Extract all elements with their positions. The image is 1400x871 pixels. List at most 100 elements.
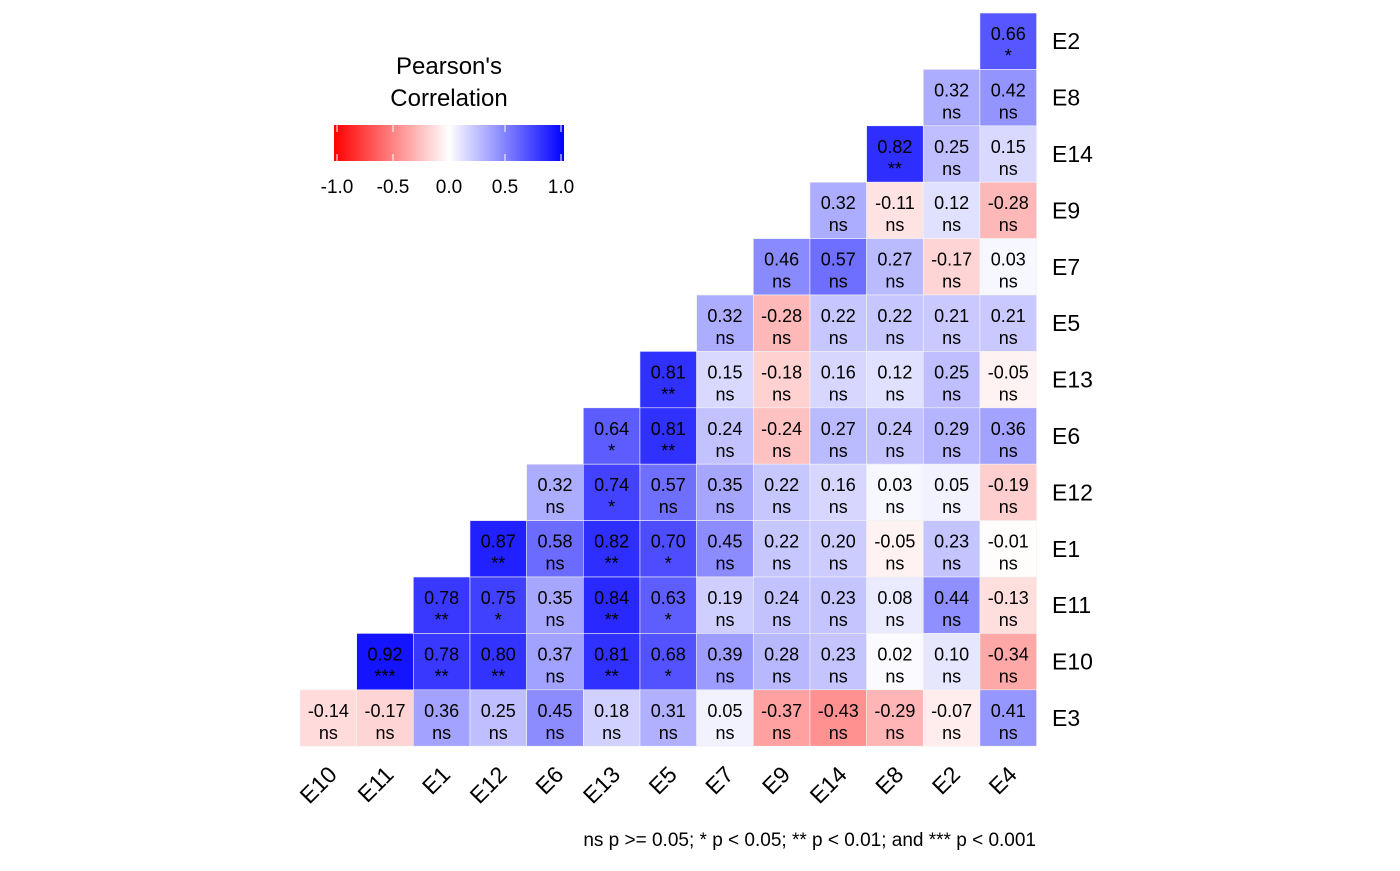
significance-footnote: ns p >= 0.05; * p < 0.05; ** p < 0.01; a… (583, 830, 1036, 851)
cell-significance-label: ns (999, 723, 1018, 743)
cell-significance-label: ns (999, 441, 1018, 461)
heatmap-cell: 0.82** (866, 125, 924, 183)
cell-significance-label: * (665, 610, 672, 630)
heatmap-cell-fill (866, 633, 924, 691)
x-tick-label: E5 (644, 761, 682, 799)
cell-correlation-value: -0.05 (988, 362, 1029, 382)
cell-correlation-value: 0.23 (821, 644, 856, 664)
cell-correlation-value: 0.57 (821, 250, 856, 270)
cell-significance-label: ns (772, 272, 791, 292)
cell-significance-label: ns (885, 554, 904, 574)
heatmap-cell-fill (922, 294, 981, 352)
legend-title-line-1: Pearson's (396, 53, 502, 80)
cell-significance-label: ns (829, 497, 848, 517)
heatmap-cell: 0.78** (413, 633, 471, 691)
cell-significance-label: ns (829, 328, 848, 348)
cell-significance-label: ns (432, 723, 451, 743)
heatmap-cell-fill (526, 520, 584, 578)
cell-correlation-value: 0.12 (934, 193, 969, 213)
cell-correlation-value: 0.27 (877, 250, 912, 270)
cell-correlation-value: -0.37 (761, 701, 802, 721)
cell-significance-label: ns (715, 723, 734, 743)
cell-correlation-value: -0.28 (761, 306, 802, 326)
y-tick-label: E14 (1052, 141, 1093, 167)
y-tick-label: E8 (1052, 85, 1080, 111)
cell-significance-label: ns (885, 497, 904, 517)
cell-correlation-value: -0.43 (818, 701, 859, 721)
heatmap-cell-fill (979, 576, 1037, 634)
cell-correlation-value: -0.07 (931, 701, 972, 721)
heatmap-cell-fill (809, 689, 867, 747)
heatmap-cell-fill (582, 576, 641, 634)
cell-correlation-value: -0.28 (988, 193, 1029, 213)
heatmap-cell-fill (469, 520, 527, 578)
y-axis-labels: E2 E8 E14 E9 E7 E5 E13 E6 E12 E1 E11 E10 E3 (1052, 28, 1093, 731)
cell-significance-label: * (495, 610, 502, 630)
cell-significance-label: * (665, 554, 672, 574)
cell-correlation-value: 0.02 (877, 644, 912, 664)
cell-correlation-value: 0.44 (934, 588, 969, 608)
cell-significance-label: ns (885, 723, 904, 743)
heatmap-cell-fill (696, 351, 754, 409)
cell-significance-label: ns (999, 159, 1018, 179)
cell-significance-label: ns (545, 723, 564, 743)
x-tick-label: E6 (530, 761, 568, 799)
heatmap-cell: 0.82** (582, 520, 641, 578)
legend-tick-label: 0.5 (492, 177, 518, 198)
x-tick-label: E14 (804, 761, 851, 808)
cell-correlation-value: 0.41 (991, 701, 1026, 721)
cell-correlation-value: 0.57 (651, 475, 686, 495)
heatmap-cell-fill (866, 238, 924, 296)
heatmap-cell-fill (582, 407, 641, 465)
heatmap-cell-fill (356, 633, 414, 691)
cell-correlation-value: 0.78 (424, 644, 459, 664)
legend-tick-label: 1.0 (548, 177, 574, 198)
cell-correlation-value: 0.42 (991, 80, 1026, 100)
cell-correlation-value: 0.87 (481, 532, 516, 552)
heatmap-cell-fill (526, 689, 584, 747)
heatmap-cell: 0.87** (469, 520, 527, 578)
cell-correlation-value: 0.63 (651, 588, 686, 608)
cell-correlation-value: 0.81 (651, 362, 686, 382)
heatmap-cell: 0.78** (413, 576, 471, 634)
cell-correlation-value: 0.03 (991, 250, 1026, 270)
cell-significance-label: ** (605, 554, 619, 574)
y-tick-label: E7 (1052, 254, 1080, 280)
cell-significance-label: ns (999, 215, 1018, 235)
x-tick-label: E1 (417, 761, 455, 799)
cell-correlation-value: 0.68 (651, 644, 686, 664)
heatmap-cell: 0.81** (639, 351, 697, 409)
cell-significance-label: ns (999, 497, 1018, 517)
cell-correlation-value: -0.18 (761, 362, 802, 382)
heatmap-cell: 0.92*** (356, 633, 414, 691)
cell-correlation-value: 0.84 (594, 588, 629, 608)
heatmap-cell-fill (922, 633, 981, 691)
cell-significance-label: ns (885, 610, 904, 630)
cell-correlation-value: -0.29 (874, 701, 915, 721)
heatmap-cell-fill (526, 463, 584, 521)
cell-correlation-value: 0.74 (594, 475, 629, 495)
heatmap-cell-fill (979, 351, 1037, 409)
heatmap-cell-fill (979, 633, 1037, 691)
cell-correlation-value: 0.24 (707, 419, 742, 439)
cell-correlation-value: 0.32 (934, 80, 969, 100)
